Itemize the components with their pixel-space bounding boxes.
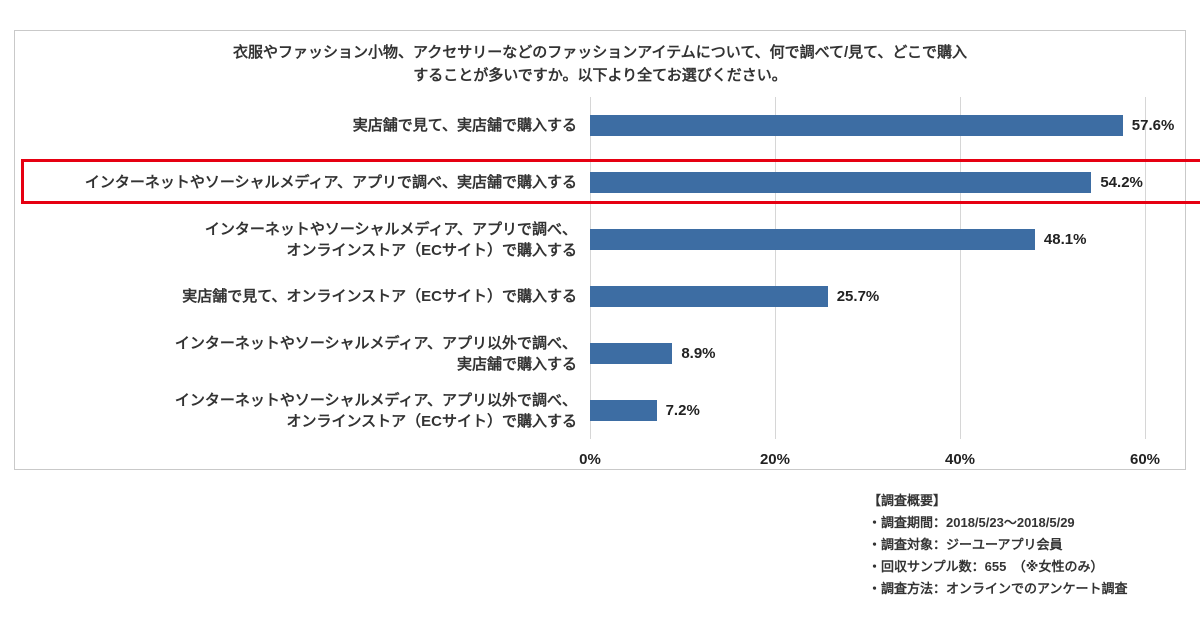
gridline-40pct <box>960 97 961 439</box>
category-label: インターネットやソーシャルメディア、アプリ以外で調べ、 オンラインストア（ECサ… <box>174 391 577 430</box>
category-label: インターネットやソーシャルメディア、アプリで調べ、 オンラインストア（ECサイト… <box>204 220 577 259</box>
category-label: 実店舗で見て、実店舗で購入する <box>352 117 577 134</box>
note-line: ・調査期間：2018/5/23～2018/5/29 <box>868 515 1075 530</box>
bar-area: 25.7% <box>590 286 1145 307</box>
bar-area: 8.9% <box>590 343 1145 364</box>
x-axis: 0% 20% 40% 60% <box>579 447 1160 481</box>
x-axis-tick: 20% <box>759 451 790 468</box>
note-line: ・調査方法：オンラインでのアンケート調査 <box>868 581 1128 596</box>
value-label: 25.7% <box>836 288 880 305</box>
bar-row: 実店舗で見て、オンラインストア（ECサイト）で購入する 25.7% <box>15 268 1185 325</box>
value-label: 7.2% <box>665 402 700 419</box>
bar-area: 48.1% <box>590 229 1145 250</box>
bar <box>590 172 1092 193</box>
note-line: ・回収サンプル数：655 （※女性のみ） <box>868 559 1104 574</box>
x-axis-tick: 60% <box>1129 451 1161 468</box>
category-label: 実店舗で見て、オンラインストア（ECサイト）で購入する <box>182 288 577 305</box>
bar-row: インターネットやソーシャルメディア、アプリ以外で調べ、 オンラインストア（ECサ… <box>15 382 1185 439</box>
value-label: 48.1% <box>1043 231 1087 248</box>
bar-row: インターネットやソーシャルメディア、アプリ以外で調べ、 実店舗で購入する 8.9… <box>15 325 1185 382</box>
x-axis-tick: 40% <box>944 451 976 468</box>
plot-area: 実店舗で見て、実店舗で購入する 57.6% インターネットやソーシャルメディア、… <box>15 97 1200 481</box>
bar-row: 実店舗で見て、実店舗で購入する 57.6% <box>15 97 1185 154</box>
gridline-60pct <box>1145 97 1146 439</box>
bar <box>590 229 1035 250</box>
bar <box>590 115 1123 136</box>
bar-area: 7.2% <box>590 400 1145 421</box>
chart-title: 衣服やファッション小物、アクセサリーなどのファッションアイテムについて、何で調べ… <box>233 44 967 85</box>
note-line: 【調査概要】 <box>868 493 947 508</box>
category-label: インターネットやソーシャルメディア、アプリ以外で調べ、 実店舗で購入する <box>174 334 577 373</box>
gridline-20pct <box>774 97 776 439</box>
bar <box>590 343 673 364</box>
bar-row: インターネットやソーシャルメディア、アプリで調べ、 オンラインストア（ECサイト… <box>15 211 1185 268</box>
category-label: インターネットやソーシャルメディア、アプリで調べ、実店舗で購入する <box>84 174 577 191</box>
bar-rows: 実店舗で見て、実店舗で購入する 57.6% インターネットやソーシャルメディア、… <box>15 97 1200 439</box>
survey-notes: 【調査概要】 ・調査期間：2018/5/23～2018/5/29 ・調査対象：ジ… <box>868 490 1127 600</box>
note-line: ・調査対象：ジーユーアプリ会員 <box>868 537 1063 552</box>
gridline-0pct <box>590 97 591 439</box>
value-label: 8.9% <box>681 345 716 362</box>
bar-row-highlighted: インターネットやソーシャルメディア、アプリで調べ、実店舗で購入する 54.2% <box>15 154 1200 211</box>
bar <box>590 400 657 421</box>
x-axis-tick: 0% <box>579 451 601 468</box>
bar <box>590 286 828 307</box>
gridlines <box>590 97 1146 439</box>
value-label: 57.6% <box>1131 117 1175 134</box>
survey-chart: 衣服やファッション小物、アクセサリーなどのファッションアイテムについて、何で調べ… <box>14 30 1200 470</box>
bar-area: 57.6% <box>590 115 1174 136</box>
bar-area: 54.2% <box>590 172 1145 193</box>
value-label: 54.2% <box>1100 174 1143 191</box>
